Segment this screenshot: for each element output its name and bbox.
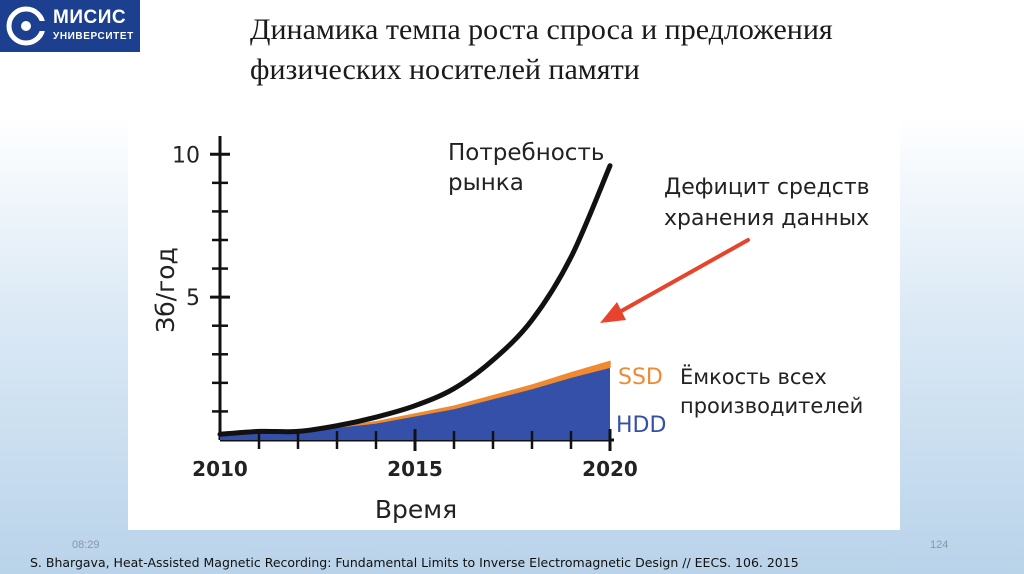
citation: S. Bhargava, Heat-Assisted Magnetic Reco…: [30, 555, 799, 570]
deficit-annotation: Дефицит средств хранения данных: [664, 175, 870, 231]
y-tick-label: 10: [172, 143, 200, 168]
deficit-arrow-head: [600, 302, 626, 323]
deficit-annotation-line: Дефицит средств: [664, 175, 870, 200]
y-tick-label: 5: [186, 286, 200, 311]
demand-series-label-line: рынка: [448, 170, 524, 196]
slide-number: 124: [930, 539, 949, 551]
deficit-annotation-line: хранения данных: [664, 206, 869, 231]
slide-title: Динамика темпа роста спроса и предложени…: [250, 10, 990, 90]
demand-series-label: Потребность рынка: [448, 140, 604, 196]
x-tick-label: 2020: [582, 457, 638, 481]
area-layer: [219, 360, 611, 440]
ticks-layer: [210, 152, 612, 451]
logo-subtitle: УНИВЕРСИТЕТ: [53, 31, 134, 42]
slide-title-line-1: Динамика темпа роста спроса и предложени…: [250, 13, 833, 46]
ssd-series-label: SSD: [618, 365, 663, 390]
x-axis-title: Время: [375, 495, 457, 524]
hdd-series-label: HDD: [616, 413, 666, 438]
capacity-annotation-line: Ёмкость всех: [680, 364, 827, 389]
demand-line: [217, 163, 613, 437]
slide-title-line-2: физических носителей памяти: [250, 53, 640, 86]
capacity-annotation-line: производителей: [680, 394, 863, 418]
deficit-arrow-shaft: [614, 238, 750, 316]
slide-time: 08:29: [72, 539, 100, 551]
line-layer: [217, 163, 750, 437]
hdd-area: [220, 367, 610, 440]
y-axis-title: Зб/год: [151, 247, 180, 333]
x-tick-label: 2015: [387, 457, 443, 481]
x-tick-label: 2010: [192, 457, 248, 481]
chart-panel: 5 10 2010 2015 2020 Время Зб/год Потребность рын…: [128, 118, 900, 530]
capacity-annotation: Ёмкость всех производителей: [680, 364, 863, 418]
demand-series-label-line: Потребность: [448, 140, 604, 166]
misis-logo-icon: [6, 6, 46, 46]
chart: 5 10 2010 2015 2020 Время Зб/год Потребность рын…: [151, 136, 870, 524]
logo-name: МИСИС: [53, 7, 127, 28]
university-logo: МИСИС УНИВЕРСИТЕТ: [0, 0, 140, 52]
labels-layer: 5 10 2010 2015 2020 Время Зб/год Потребность рын…: [151, 140, 870, 524]
